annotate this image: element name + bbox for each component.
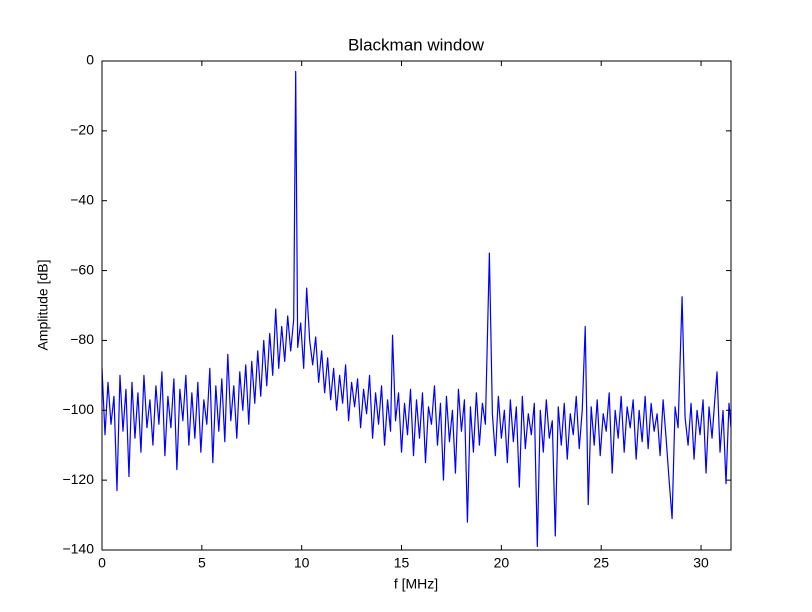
y-tick-label: 0 — [86, 52, 94, 68]
spectrum-line — [101, 70, 732, 548]
plot-frame — [101, 60, 732, 551]
y-tick-label: −140 — [62, 541, 94, 557]
y-axis-label: Amplitude [dB] — [35, 259, 51, 350]
x-tick-label: 30 — [693, 555, 709, 571]
y-tick-label: −20 — [70, 122, 94, 138]
y-tick-label: −60 — [70, 261, 94, 277]
x-tick-label: 25 — [593, 555, 609, 571]
x-axis-label: f [MHz] — [394, 576, 438, 592]
x-tick-label: 15 — [394, 555, 410, 571]
x-tick-label: 20 — [494, 555, 510, 571]
y-tick-label: −80 — [70, 331, 94, 347]
chart-title: Blackman window — [348, 35, 485, 54]
x-tick-label: 5 — [198, 555, 206, 571]
x-tick-label: 0 — [98, 555, 106, 571]
y-tick-label: −100 — [62, 401, 94, 417]
x-tick-label: 10 — [294, 555, 310, 571]
y-tick-label: −120 — [62, 471, 94, 487]
y-tick-label: −40 — [70, 191, 94, 207]
